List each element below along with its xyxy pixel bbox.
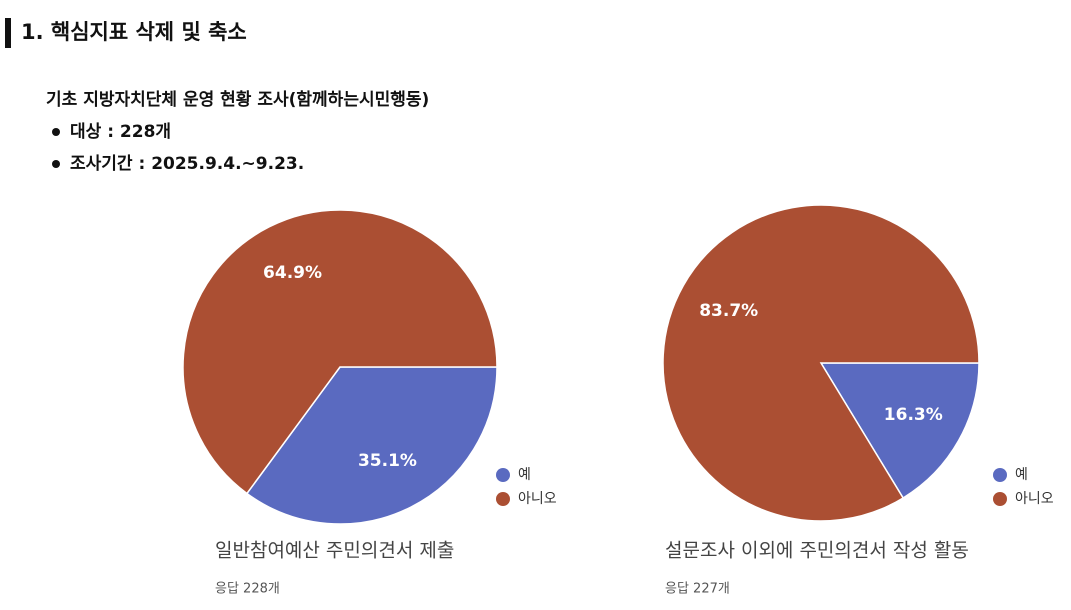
bullet	[52, 128, 60, 136]
pie-slice	[819, 362, 980, 500]
legend-swatch	[993, 468, 1007, 482]
chart-title: 일반참여예산 주민의견서 제출	[215, 540, 454, 562]
legend-label: 아니오	[518, 491, 557, 507]
legend-label: 예	[1015, 467, 1028, 483]
slice-label: 64.9%	[263, 263, 322, 283]
title-bar	[5, 18, 11, 48]
legend-swatch	[993, 492, 1007, 506]
bullet-text: 조사기간 : 2025.9.4.~9.23.	[70, 154, 304, 174]
chart-title: 설문조사 이외에 주민의견서 작성 활동	[665, 540, 969, 562]
legend-swatch	[496, 468, 510, 482]
pie-slice	[245, 366, 498, 525]
legend-label: 예	[518, 467, 531, 483]
legend-label: 아니오	[1015, 491, 1054, 507]
slice-label: 16.3%	[884, 405, 943, 425]
pie-slice	[182, 209, 498, 495]
slice-label: 83.7%	[699, 301, 758, 321]
bullet-text: 대상 : 228개	[70, 122, 171, 142]
legend-swatch	[496, 492, 510, 506]
page-title: 1. 핵심지표 삭제 및 축소	[21, 20, 247, 44]
slice-label: 35.1%	[358, 451, 417, 471]
survey-name: 기초 지방자치단체 운영 현황 조사(함께하는시민행동)	[46, 89, 429, 110]
pie-slice	[662, 204, 980, 522]
chart-subtitle: 응답 228개	[215, 582, 280, 597]
chart-subtitle: 응답 227개	[665, 582, 730, 597]
bullet	[52, 160, 60, 168]
